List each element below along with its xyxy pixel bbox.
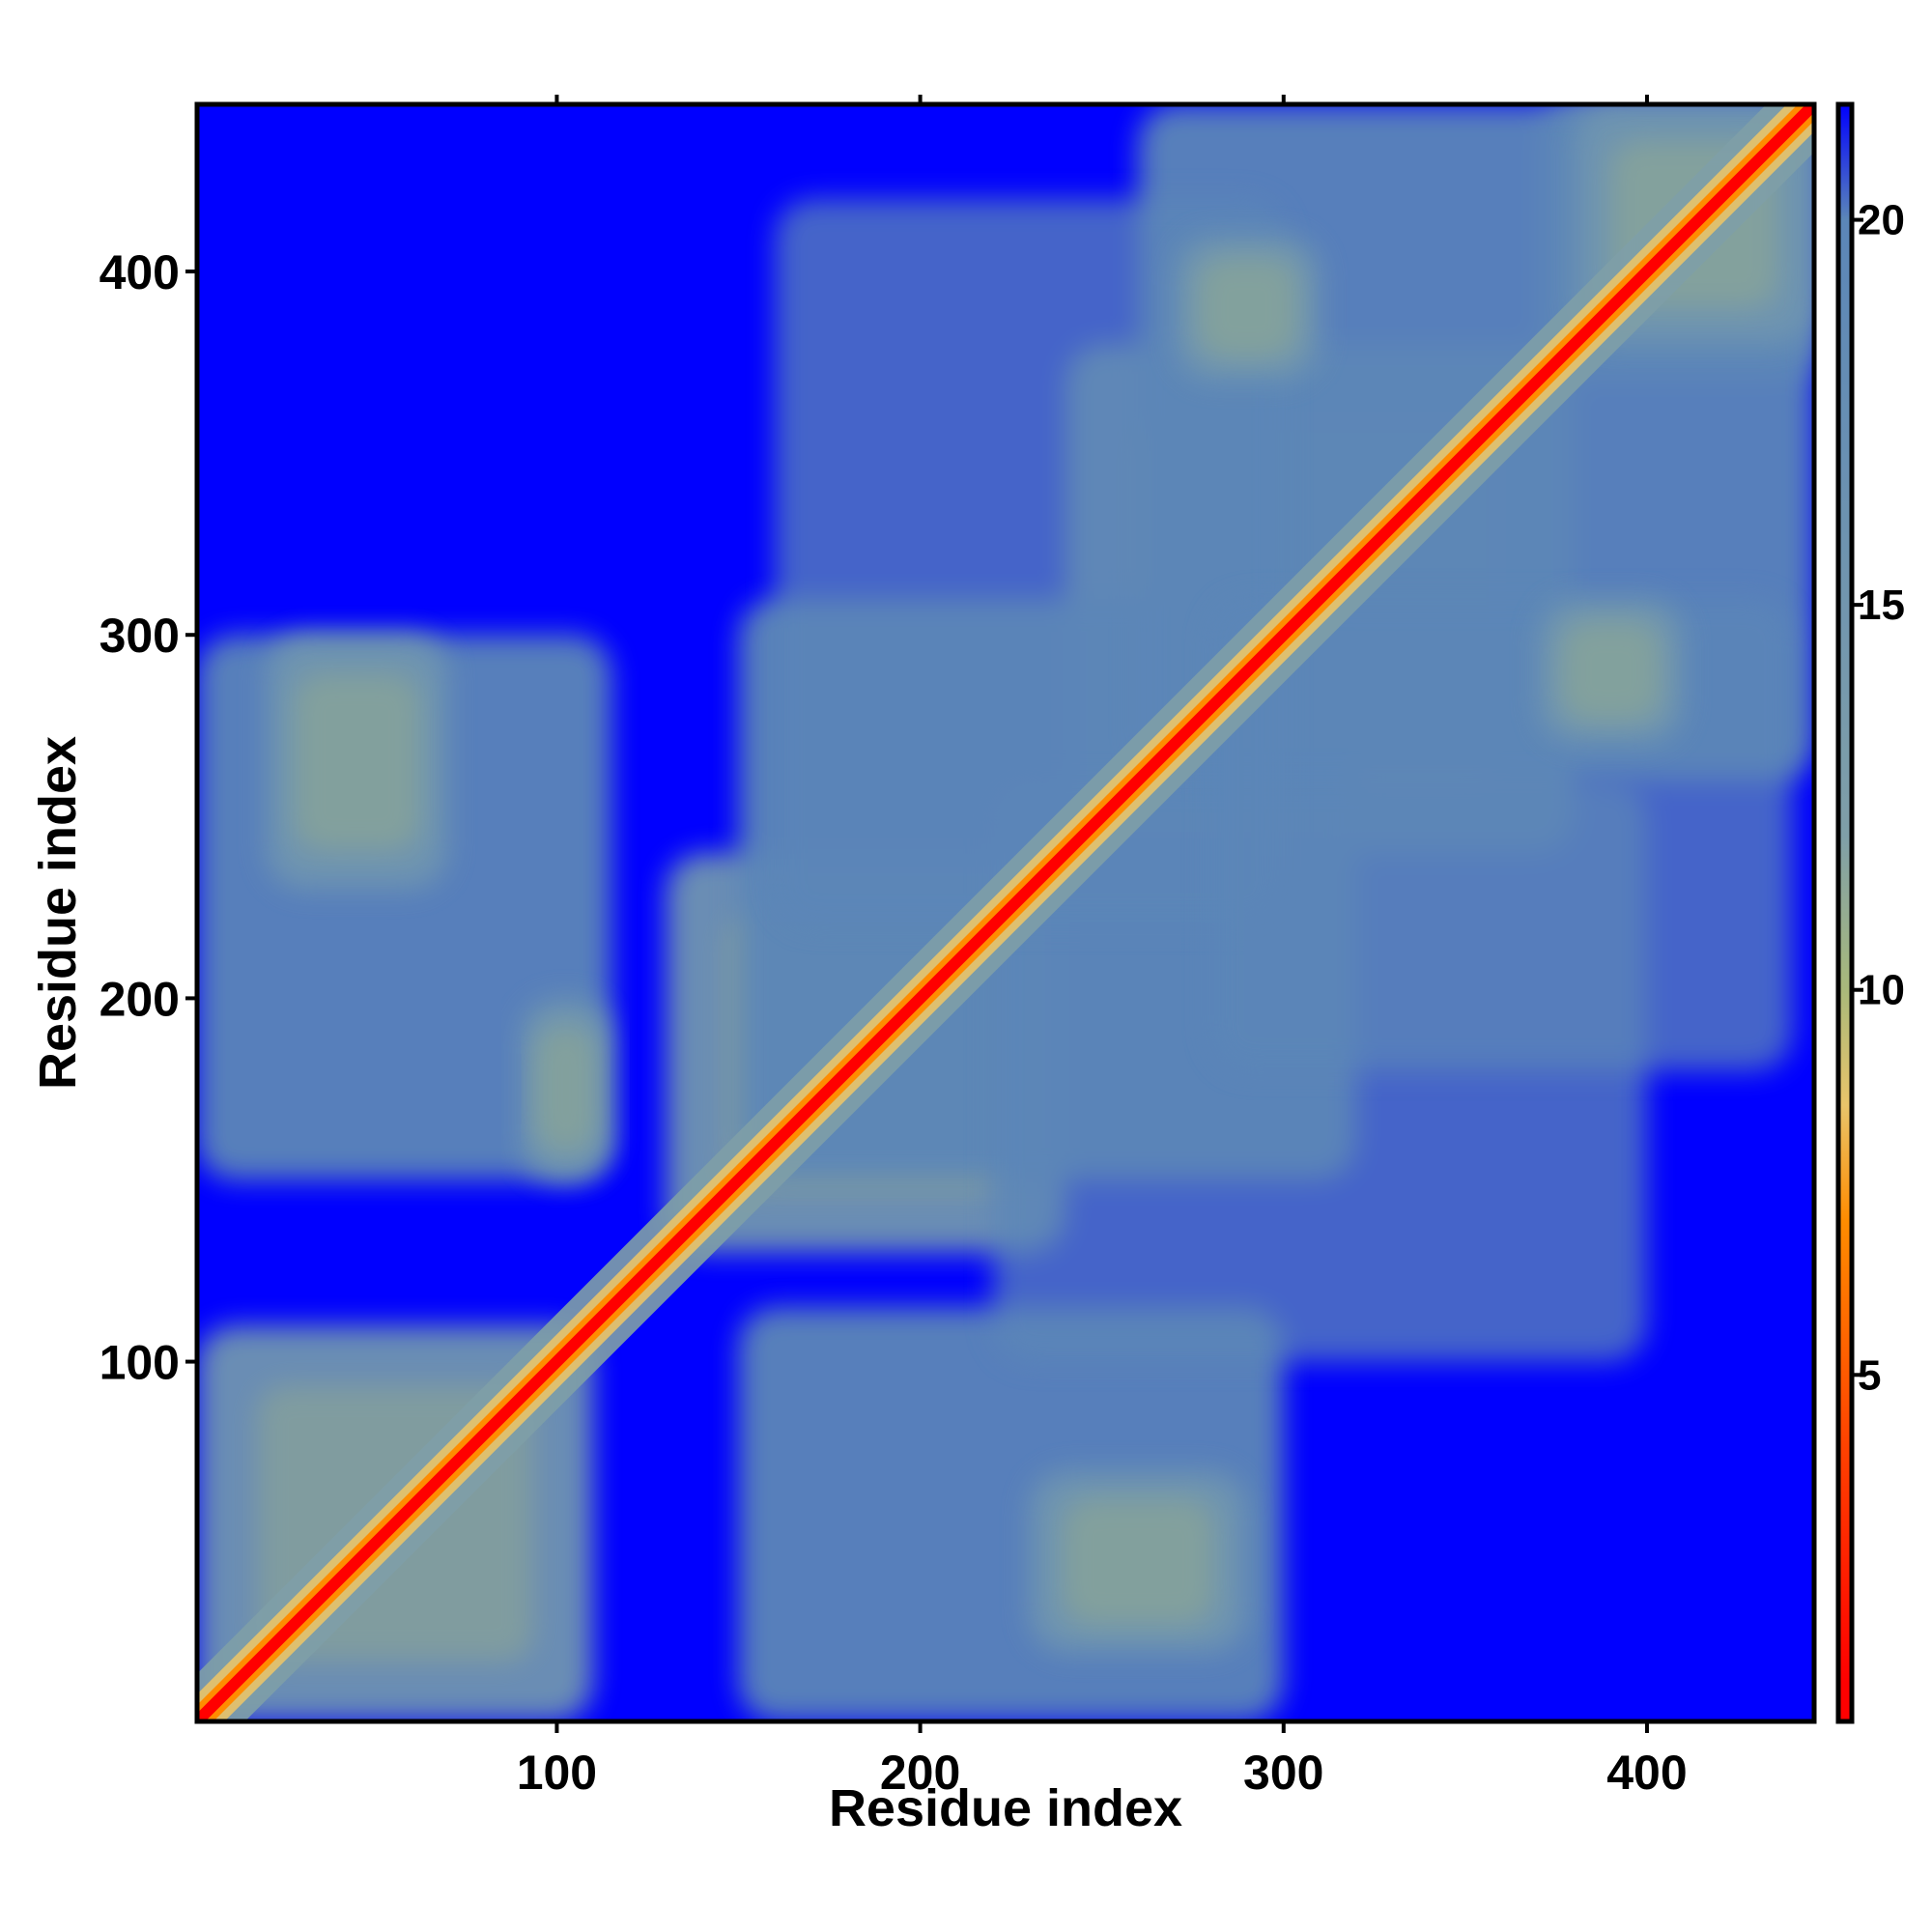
x-tick-label: 200 xyxy=(880,1746,960,1800)
colorbar-tick-label: 15 xyxy=(1858,582,1905,629)
x-tick-label: 100 xyxy=(517,1746,597,1800)
y-axis-ticks: 100 200 300 400 xyxy=(99,245,197,1390)
y-tick-label: 100 xyxy=(99,1336,180,1390)
x-axis-ticks: 100 200 300 400 xyxy=(517,95,1688,1800)
colorbar-tick-label: 10 xyxy=(1858,967,1905,1014)
y-tick-label: 300 xyxy=(99,609,180,663)
x-axis-title: Residue index xyxy=(829,1779,1182,1837)
colorbar-tick-label: 20 xyxy=(1858,197,1905,244)
contact-region xyxy=(1538,598,1684,745)
plot-frame xyxy=(194,101,1817,1724)
colorbar-tick-label: 5 xyxy=(1858,1351,1881,1399)
y-axis-title: Residue index xyxy=(29,736,87,1090)
diagonal-stroke xyxy=(197,104,1814,1721)
contact-region xyxy=(1210,598,1793,1071)
colorbar xyxy=(1835,101,1855,1724)
y-tick-label: 400 xyxy=(99,245,180,299)
contact-region xyxy=(520,998,611,1180)
diagonal-band xyxy=(197,104,1814,1721)
y-tick-label: 200 xyxy=(99,972,180,1026)
x-tick-label: 300 xyxy=(1243,1746,1323,1800)
contact-region xyxy=(1174,235,1321,381)
contact-region xyxy=(1029,1470,1248,1653)
contact-region xyxy=(266,635,448,890)
x-tick-label: 400 xyxy=(1606,1746,1687,1800)
colorbar-ticks: 5 10 15 20 xyxy=(1852,197,1905,1399)
